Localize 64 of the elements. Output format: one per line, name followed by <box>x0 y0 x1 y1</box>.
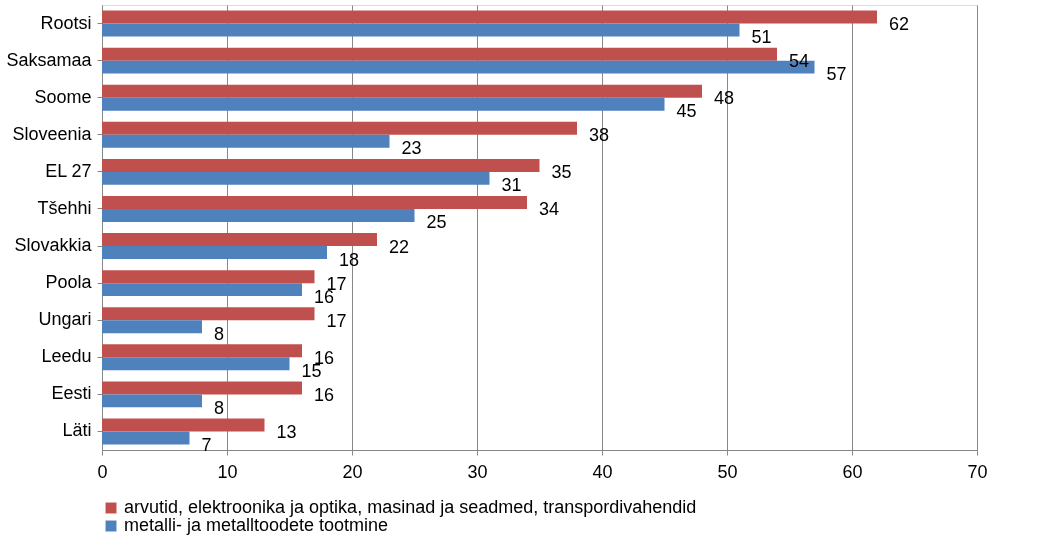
bar <box>102 10 877 24</box>
y-tick-label: Rootsi <box>40 12 92 33</box>
bar <box>102 283 302 297</box>
legend-label: metalli- ja metalltoodete tootmine <box>124 515 389 535</box>
bar <box>102 418 265 432</box>
y-tick-label: Soome <box>34 86 92 107</box>
y-tick-label: Leedu <box>41 346 92 367</box>
bar <box>102 84 702 98</box>
y-tick-label: Tšehhi <box>37 197 92 218</box>
y-tick-label: Poola <box>45 272 93 293</box>
data-label: 7 <box>201 434 212 455</box>
y-tick-label: Sloveenia <box>12 123 93 144</box>
bar <box>102 246 327 260</box>
x-tick-label: 70 <box>967 461 988 482</box>
bar <box>102 381 302 395</box>
bar <box>102 357 290 371</box>
bar <box>102 158 540 172</box>
y-tick-label: Läti <box>62 420 92 441</box>
data-label: 62 <box>889 14 910 35</box>
data-label: 22 <box>389 236 410 257</box>
bar <box>102 233 377 247</box>
bar <box>102 270 315 284</box>
data-label: 31 <box>501 175 522 196</box>
bar <box>102 23 740 37</box>
y-tick-label: Slovakkia <box>14 235 93 256</box>
data-label: 13 <box>276 421 297 442</box>
x-tick-label: 50 <box>717 461 738 482</box>
bar <box>102 134 390 148</box>
x-tick-label: 30 <box>467 461 488 482</box>
x-tick-label: 40 <box>592 461 613 482</box>
data-label: 16 <box>314 384 335 405</box>
y-tick-label: EL 27 <box>45 160 92 181</box>
y-tick-label: Saksamaa <box>6 49 93 70</box>
bar <box>102 320 202 334</box>
bar <box>102 431 190 445</box>
data-label: 51 <box>751 27 772 48</box>
x-tick-label: 0 <box>97 461 108 482</box>
legend-label: arvutid, elektroonika ja optika, masinad ja seadmed, transpordivahendid <box>124 497 697 517</box>
bar <box>102 97 665 111</box>
bar <box>102 344 302 358</box>
x-tick-label: 10 <box>217 461 238 482</box>
data-label: 25 <box>426 212 447 233</box>
data-label: 35 <box>551 162 572 183</box>
bar <box>102 208 415 222</box>
data-label: 8 <box>214 397 225 418</box>
y-tick-label: Ungari <box>38 309 92 330</box>
data-label: 8 <box>214 323 225 344</box>
y-tick-label: Eesti <box>51 383 92 404</box>
data-label: 57 <box>826 64 847 85</box>
bar <box>102 394 202 408</box>
data-label: 34 <box>539 199 560 220</box>
x-tick-label: 20 <box>342 461 363 482</box>
bar <box>102 307 315 321</box>
data-label: 48 <box>714 88 735 109</box>
bar <box>102 47 777 61</box>
x-tick-label: 60 <box>842 461 863 482</box>
data-label: 38 <box>589 125 610 146</box>
bar <box>102 121 577 135</box>
data-label: 23 <box>401 138 422 159</box>
data-label: 17 <box>326 310 347 331</box>
bar <box>102 195 527 209</box>
bar <box>102 171 490 185</box>
data-label: 45 <box>676 101 697 122</box>
data-label: 18 <box>339 249 360 270</box>
